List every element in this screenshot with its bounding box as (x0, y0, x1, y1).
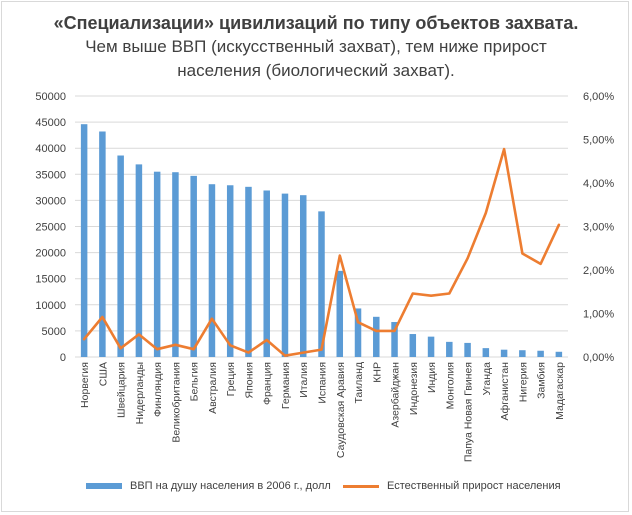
right-axis-ticks: 0,00% 1,00% 2,00% 3,00% 4,00% 5,00% 6,00% (583, 91, 614, 364)
category-label: Испания (317, 362, 329, 404)
category-label: Швейцария (116, 362, 128, 418)
right-tick-label: 5,00% (583, 135, 614, 147)
category-label: Япония (243, 362, 255, 398)
gdp-bar (226, 185, 234, 357)
gdp-bar (190, 175, 197, 357)
gdp-bar (299, 195, 307, 357)
growth-line (82, 147, 561, 358)
left-tick-label: 25000 (35, 222, 66, 234)
right-tick-label: 4,00% (583, 178, 614, 190)
gdp-bar (153, 171, 161, 357)
gdp-bar (99, 131, 106, 357)
gdp-bar (537, 350, 544, 357)
category-label: Норвегия (79, 362, 91, 408)
right-tick-label: 3,00% (583, 222, 614, 234)
right-tick-label: 1,00% (583, 309, 614, 321)
category-label: Бельгия (189, 362, 201, 401)
left-tick-label: 50000 (35, 91, 66, 103)
category-label: Монголия (444, 362, 456, 409)
left-tick-label: 10000 (35, 300, 66, 312)
category-label: Саудовская Аравия (335, 362, 347, 458)
line-series (82, 147, 561, 358)
gdp-bar (427, 336, 435, 357)
category-label: США (97, 362, 109, 386)
gdp-bar (336, 270, 344, 357)
category-label: Таиланд (353, 362, 365, 404)
gdp-bar (446, 341, 453, 357)
gdp-bar (500, 349, 508, 357)
gdp-bar (354, 308, 362, 357)
left-axis-ticks: 0 5000 10000 15000 20000 25000 30000 35000 40000… (35, 91, 66, 364)
category-label: Афганистан (499, 362, 511, 421)
category-label: КНР (371, 362, 383, 383)
gdp-bar (409, 334, 417, 357)
left-tick-label: 45000 (35, 117, 66, 129)
title-line-1: «Специализации» цивилизаций по типу объе… (53, 13, 579, 33)
right-tick-label: 2,00% (583, 265, 614, 277)
gdp-bar (555, 351, 563, 357)
gdp-bar (519, 350, 526, 357)
category-label: Италия (298, 362, 310, 398)
title-line-2: Чем выше ВВП (искусственный захват), тем… (85, 37, 547, 56)
gdp-bar (245, 186, 252, 357)
gdp-bar (391, 322, 398, 357)
left-tick-label: 35000 (35, 169, 66, 181)
category-label: Папуа Новая Гвинея (463, 362, 475, 462)
legend-bar-swatch (86, 483, 122, 489)
left-tick-label: 0 (60, 352, 66, 364)
category-label: Греция (225, 362, 237, 396)
right-tick-label: 0,00% (583, 352, 614, 364)
gdp-bar (281, 193, 289, 357)
category-label: Азербайджан (390, 362, 402, 428)
gdp-bar (80, 124, 88, 357)
right-tick-label: 6,00% (583, 91, 614, 103)
legend-label-gdp: ВВП на душу населения в 2006 г., долл (130, 480, 331, 492)
gdp-bar (172, 172, 179, 357)
category-label: Замбия (536, 362, 548, 399)
category-label: Индонезия (408, 362, 420, 415)
left-tick-label: 5000 (42, 326, 66, 338)
gdp-bar (318, 211, 325, 357)
title-line-3: населения (биологический захват). (177, 61, 455, 80)
left-tick-label: 20000 (35, 248, 66, 260)
gdp-bar (373, 316, 380, 357)
left-tick-label: 15000 (35, 274, 66, 286)
chart-title: «Специализации» цивилизаций по типу объе… (0, 11, 632, 83)
gdp-bar (482, 348, 490, 357)
legend-line-swatch (343, 484, 379, 488)
legend-item-gdp: ВВП на душу населения в 2006 г., долл (86, 480, 331, 492)
gdp-bar (135, 164, 143, 357)
category-label: Финляндия (152, 362, 164, 417)
category-label: Уганда (481, 362, 493, 396)
left-tick-label: 30000 (35, 195, 66, 207)
gdp-bar (263, 190, 270, 357)
legend-item-growth: Естественный прирост населения (343, 480, 561, 492)
category-label: Великобритания (170, 362, 182, 443)
category-label: Нидерланды (134, 362, 146, 424)
gdp-bar (117, 155, 124, 357)
category-label: Франция (262, 362, 274, 405)
category-label: Нигерия (517, 362, 529, 402)
category-label: Индия (426, 362, 438, 393)
gdp-bar (464, 342, 471, 357)
category-label: Австралия (207, 362, 219, 414)
left-tick-label: 40000 (35, 143, 66, 155)
category-label: Мадагаскар (554, 362, 566, 420)
gdp-bar (208, 184, 216, 357)
x-axis-labels: Норвегия США Швейцария Нидерланды Финляндия В… (79, 362, 566, 462)
bar-series (80, 124, 563, 357)
legend: ВВП на душу населения в 2006 г., долл Ес… (0, 480, 632, 496)
legend-label-growth: Естественный прирост населения (387, 480, 561, 492)
category-label: Германия (280, 362, 292, 409)
